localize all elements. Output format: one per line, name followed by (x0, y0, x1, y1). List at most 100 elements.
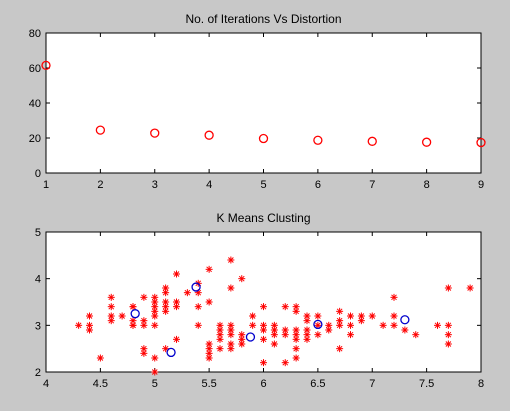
distortion-y-tick-label: 60 (29, 63, 41, 75)
kmeans-data-point (183, 289, 191, 297)
kmeans-data-point (107, 293, 115, 301)
kmeans-data-point (336, 307, 344, 315)
kmeans-data-point (270, 340, 278, 348)
distortion-x-tick-label: 4 (206, 179, 212, 191)
kmeans-y-tick-label: 2 (35, 367, 41, 379)
kmeans-data-point (281, 303, 289, 311)
kmeans-x-tick-label: 4.5 (93, 378, 108, 390)
kmeans-data-point (140, 317, 148, 325)
distortion-data-point (258, 133, 269, 144)
kmeans-data-point (412, 331, 420, 339)
distortion-plot-area (45, 32, 482, 174)
distortion-title: No. of Iterations Vs Distortion (185, 12, 341, 26)
kmeans-data-point (227, 326, 235, 334)
kmeans-data-point (466, 284, 474, 292)
kmeans-data-point (140, 349, 148, 357)
kmeans-data-point (336, 345, 344, 353)
kmeans-x-tick-label: 4 (43, 378, 49, 390)
kmeans-x-tick-label: 6.5 (310, 378, 325, 390)
kmeans-data-point (238, 331, 246, 339)
kmeans-data-point (238, 335, 246, 343)
kmeans-data-point (151, 303, 159, 311)
kmeans-data-point (434, 321, 441, 329)
kmeans-y-tick-label: 3 (35, 320, 41, 332)
kmeans-data-point (162, 284, 170, 292)
kmeans-data-point (194, 321, 202, 329)
kmeans-data-point (173, 298, 180, 306)
kmeans-data-point (107, 303, 115, 311)
distortion-data-point (150, 128, 160, 138)
kmeans-data-point (281, 331, 289, 339)
kmeans-data-point (216, 326, 224, 334)
kmeans-data-point (347, 312, 354, 320)
kmeans-data-point (151, 368, 159, 376)
kmeans-data-point (390, 293, 398, 301)
kmeans-chart: K Means Clusting 4 4.5 5 5.5 6 6.5 7 7.5 8 2 3 4 5 (35, 211, 484, 390)
kmeans-data-point (249, 312, 257, 320)
kmeans-x-tick-label: 6 (260, 378, 266, 390)
kmeans-data-point (162, 289, 170, 297)
distortion-data-point (204, 130, 214, 140)
kmeans-data-point (129, 303, 137, 311)
kmeans-data-point (303, 326, 311, 334)
kmeans-centroid-point (130, 309, 140, 319)
kmeans-data-point (292, 326, 300, 334)
kmeans-data-point (238, 340, 246, 348)
kmeans-data-point (227, 340, 235, 348)
distortion-x-tick-label: 9 (478, 179, 484, 191)
distortion-data-point (421, 137, 432, 147)
kmeans-data-point (357, 312, 365, 320)
kmeans-data-point (444, 340, 452, 348)
distortion-x-tick-label: 6 (315, 179, 321, 191)
kmeans-data-point (227, 256, 235, 264)
kmeans-centroid-point (245, 332, 256, 342)
kmeans-data-point (173, 270, 180, 278)
kmeans-centroid-point (313, 319, 323, 330)
kmeans-data-point (260, 359, 267, 367)
kmeans-data-point (249, 321, 257, 329)
kmeans-data-point (336, 317, 344, 325)
kmeans-centroid-point (166, 347, 176, 358)
kmeans-data-point (205, 340, 213, 348)
distortion-x-tick-label: 8 (424, 179, 430, 191)
distortion-y-tick-label: 40 (29, 98, 41, 110)
kmeans-x-tick-label: 7 (369, 378, 375, 390)
kmeans-data-point (75, 321, 83, 329)
kmeans-y-tick-label: 4 (35, 274, 41, 286)
kmeans-data-point (96, 354, 104, 362)
kmeans-y-tick-label: 5 (35, 227, 41, 239)
kmeans-data-point (129, 317, 137, 325)
kmeans-data-point (162, 345, 170, 353)
kmeans-data-point (292, 331, 300, 339)
kmeans-data-point (357, 317, 365, 325)
distortion-x-tick-label: 5 (260, 179, 266, 191)
kmeans-data-point (390, 321, 398, 329)
distortion-data-point (476, 137, 486, 148)
kmeans-data-point (379, 321, 387, 329)
distortion-y-tick-label: 0 (35, 168, 41, 180)
kmeans-data-point (216, 335, 224, 343)
kmeans-data-point (444, 284, 452, 292)
kmeans-data-point (303, 331, 311, 339)
kmeans-data-point (227, 321, 235, 329)
kmeans-data-point (205, 265, 213, 273)
kmeans-data-point (140, 293, 148, 301)
kmeans-data-point (238, 275, 246, 283)
kmeans-data-point (151, 293, 159, 301)
kmeans-data-point (151, 321, 159, 329)
kmeans-data-point (314, 331, 322, 339)
distortion-chart: No. of Iterations Vs Distortion 1 2 3 4 5 6 7 8 9… (29, 12, 486, 191)
kmeans-centroid-point (191, 282, 201, 292)
kmeans-data-point (347, 331, 354, 339)
kmeans-data-point (390, 312, 398, 320)
kmeans-x-tick-label: 5.5 (201, 378, 216, 390)
distortion-y-tick-label: 20 (29, 133, 41, 145)
distortion-data-point (41, 60, 51, 71)
kmeans-data-point (260, 303, 267, 311)
kmeans-data-point (270, 321, 278, 329)
kmeans-data-point (118, 312, 126, 320)
kmeans-data-point (260, 335, 267, 343)
kmeans-data-point (205, 298, 213, 306)
kmeans-data-point (216, 345, 224, 353)
